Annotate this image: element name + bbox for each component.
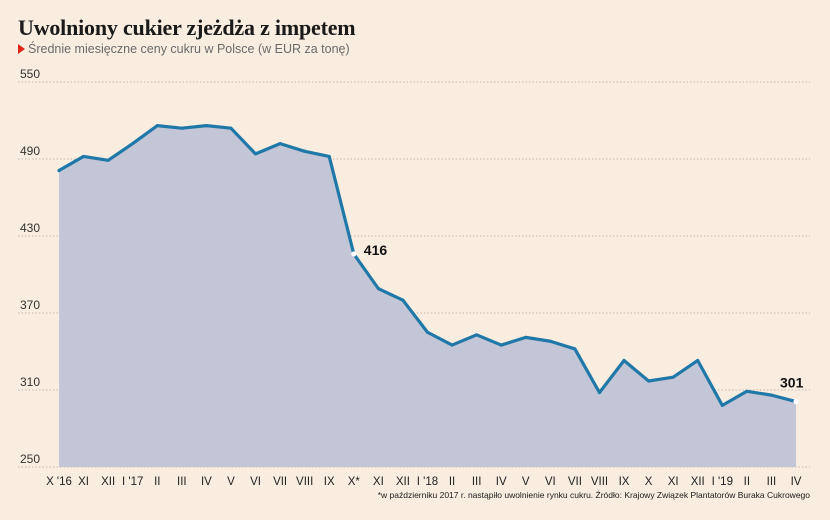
y-tick-label: 370 xyxy=(20,298,40,312)
x-axis-labels: X '16 XI XII I '17 II III IV V VI VII VIII IX X* XI XI… xyxy=(46,476,802,488)
x-tick-label: XI xyxy=(78,476,89,488)
y-tick-label: 310 xyxy=(20,375,40,389)
data-label: 416 xyxy=(364,242,388,258)
data-point xyxy=(769,393,773,397)
x-tick-label: I '19 xyxy=(712,476,733,488)
x-tick-label: XI xyxy=(373,476,384,488)
footnote: *w październiku 2017 r. nastąpiło uwolni… xyxy=(377,490,810,500)
data-point xyxy=(499,343,503,347)
x-tick-label: X '16 xyxy=(46,476,72,488)
data-point xyxy=(524,335,528,339)
y-tick-label: 430 xyxy=(20,221,40,235)
x-tick-label: V xyxy=(227,476,235,488)
data-point xyxy=(548,339,552,343)
x-tick-label: I '17 xyxy=(122,476,143,488)
x-tick-label: IV xyxy=(496,476,507,488)
data-point xyxy=(597,391,601,395)
red-triangle-icon xyxy=(18,44,25,54)
data-point xyxy=(327,154,331,158)
area-fill xyxy=(59,125,796,467)
x-tick-label: III xyxy=(472,476,482,488)
data-point xyxy=(229,126,233,130)
x-tick-label: VIII xyxy=(591,476,608,488)
x-tick-label: II xyxy=(744,476,750,488)
data-point xyxy=(696,358,700,362)
data-point xyxy=(671,375,675,379)
data-point xyxy=(57,169,61,173)
x-tick-label: II xyxy=(449,476,455,488)
data-point xyxy=(720,403,724,407)
data-point xyxy=(573,347,577,351)
data-point xyxy=(426,330,429,334)
subtitle-text: Średnie miesięczne ceny cukru w Polsce (… xyxy=(28,42,350,56)
x-tick-label: VI xyxy=(545,476,556,488)
data-point xyxy=(303,149,307,153)
chart-subtitle: Średnie miesięczne ceny cukru w Polsce (… xyxy=(18,42,350,56)
x-tick-label: X* xyxy=(348,476,361,488)
y-tick-label: 550 xyxy=(20,67,40,81)
data-point xyxy=(180,126,184,130)
x-tick-label: VII xyxy=(568,476,582,488)
data-point xyxy=(475,333,479,337)
x-tick-label: VI xyxy=(250,476,261,488)
x-tick-label: XII xyxy=(396,476,410,488)
annotation-dot xyxy=(351,251,357,257)
x-tick-label: X xyxy=(645,476,653,488)
x-tick-label: III xyxy=(767,476,777,488)
data-point xyxy=(131,142,135,146)
data-point xyxy=(254,152,258,156)
x-tick-label: II xyxy=(154,476,160,488)
y-tick-label: 490 xyxy=(20,144,40,158)
annotation-dot xyxy=(793,398,799,405)
x-tick-label: III xyxy=(177,476,187,488)
data-points xyxy=(57,124,798,407)
x-tick-label: IX xyxy=(619,476,630,488)
x-tick-label: IX xyxy=(324,476,335,488)
data-point xyxy=(106,158,110,162)
chart-title: Uwolniony cukier zjeżdża z impetem xyxy=(18,15,356,40)
data-point xyxy=(82,154,86,158)
x-tick-label: IV xyxy=(791,476,802,488)
data-point xyxy=(155,124,159,128)
annotations: 416 301 xyxy=(351,242,804,405)
data-point xyxy=(622,358,626,362)
data-label: 301 xyxy=(780,375,804,391)
x-tick-label: XII xyxy=(101,476,115,488)
data-point xyxy=(647,379,651,383)
data-point xyxy=(376,287,380,291)
area-series xyxy=(59,125,796,467)
x-tick-label: XII xyxy=(691,476,705,488)
x-tick-label: XI xyxy=(668,476,679,488)
y-axis-labels: 550 490 430 370 310 250 xyxy=(20,67,40,466)
y-tick-label: 250 xyxy=(20,452,40,466)
data-point xyxy=(278,142,282,146)
data-point xyxy=(401,298,405,302)
x-tick-label: VIII xyxy=(296,476,313,488)
data-point xyxy=(204,124,208,128)
data-point xyxy=(450,343,454,347)
x-tick-label: V xyxy=(522,476,530,488)
x-tick-label: IV xyxy=(201,476,212,488)
x-tick-label: VII xyxy=(273,476,287,488)
x-tick-label: I '18 xyxy=(417,476,438,488)
data-point xyxy=(745,389,749,393)
